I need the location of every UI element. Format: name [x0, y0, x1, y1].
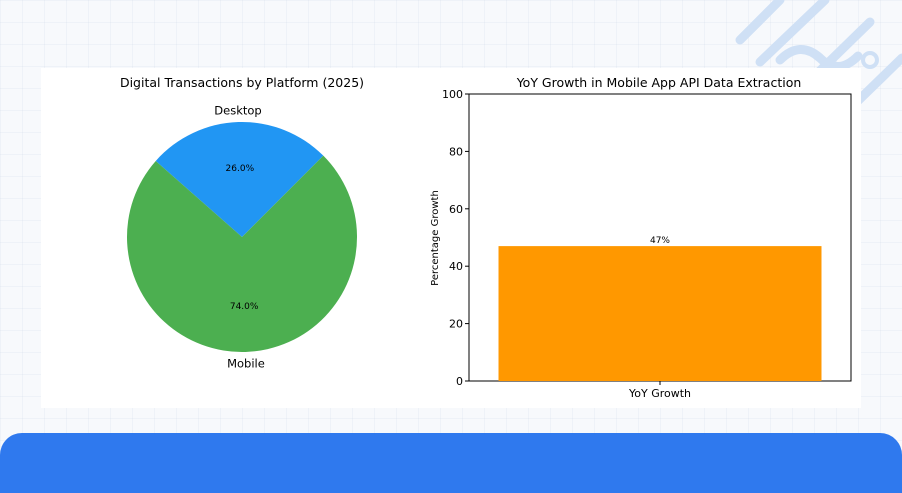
x-axis-ticks: YoY Growth: [628, 381, 691, 400]
bars: 47%: [498, 236, 822, 381]
pie-chart: Digital Transactions by Platform (2025) …: [120, 75, 364, 370]
pie-slice-desktop: [155, 121, 324, 237]
chart-card: Digital Transactions by Platform (2025) …: [41, 68, 861, 408]
y-tick-label: 60: [449, 203, 463, 216]
pie-chart-title: Digital Transactions by Platform (2025): [120, 75, 364, 90]
pie-slices: [127, 121, 358, 352]
y-axis-label: Percentage Growth: [430, 190, 441, 286]
x-tick-label: YoY Growth: [628, 387, 691, 400]
bar-chart: YoY Growth in Mobile App API Data Extrac…: [430, 75, 852, 400]
y-tick-label: 80: [449, 145, 463, 158]
bar-data-label: 47%: [650, 236, 670, 246]
y-axis-ticks: 0 20 40 60 80 100: [442, 88, 469, 388]
pie-slice-mobile: [127, 155, 358, 352]
y-tick-label: 20: [449, 318, 463, 331]
charts-figure: Digital Transactions by Platform (2025) …: [120, 75, 852, 400]
pie-slice-desktop-label: Desktop: [214, 104, 261, 118]
bottom-banner: [0, 433, 902, 493]
bar-chart-title: YoY Growth in Mobile App API Data Extrac…: [516, 75, 802, 90]
y-tick-label: 40: [449, 260, 463, 273]
y-tick-label: 100: [442, 88, 463, 101]
pie-labels: Desktop 26.0% Mobile 74.0%: [214, 104, 265, 371]
pie-slice-mobile-label: Mobile: [227, 356, 265, 370]
y-tick-label: 0: [456, 375, 463, 388]
bar-yoy-growth: [498, 246, 822, 381]
pie-slice-mobile-percent-label: 74.0%: [230, 302, 259, 312]
pie-slice-desktop-percent-label: 26.0%: [226, 164, 255, 174]
